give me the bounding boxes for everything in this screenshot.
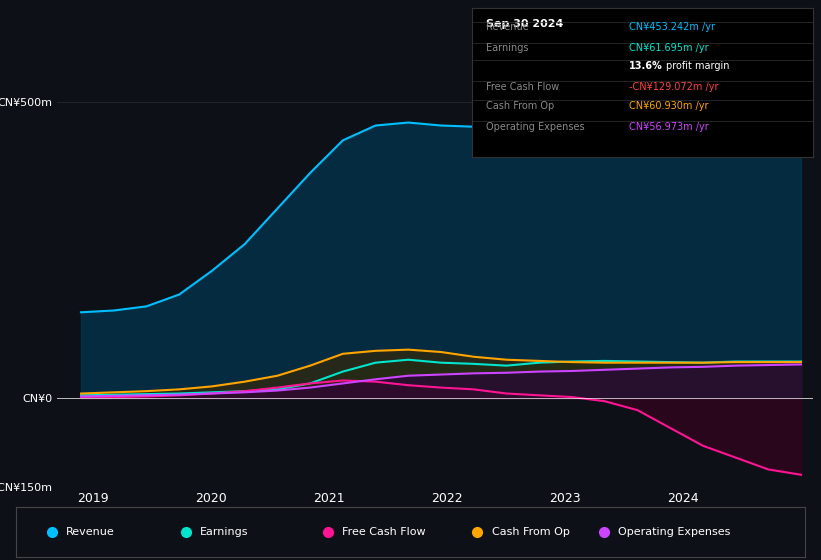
- Text: CN¥61.695m /yr: CN¥61.695m /yr: [629, 43, 709, 53]
- Text: Operating Expenses: Operating Expenses: [486, 122, 585, 132]
- Text: 13.6%: 13.6%: [629, 60, 663, 71]
- Text: Earnings: Earnings: [486, 43, 528, 53]
- Text: Free Cash Flow: Free Cash Flow: [486, 82, 559, 91]
- Text: Revenue: Revenue: [486, 22, 529, 32]
- Text: CN¥453.242m /yr: CN¥453.242m /yr: [629, 22, 715, 32]
- Text: CN¥60.930m /yr: CN¥60.930m /yr: [629, 101, 709, 111]
- Text: Operating Expenses: Operating Expenses: [617, 527, 730, 537]
- Text: Cash From Op: Cash From Op: [492, 527, 570, 537]
- Text: Revenue: Revenue: [66, 527, 115, 537]
- Text: Cash From Op: Cash From Op: [486, 101, 554, 111]
- Text: Earnings: Earnings: [200, 527, 249, 537]
- Text: CN¥56.973m /yr: CN¥56.973m /yr: [629, 122, 709, 132]
- Text: profit margin: profit margin: [667, 60, 730, 71]
- Text: Sep 30 2024: Sep 30 2024: [486, 19, 563, 29]
- Text: Free Cash Flow: Free Cash Flow: [342, 527, 425, 537]
- Text: -CN¥129.072m /yr: -CN¥129.072m /yr: [629, 82, 718, 91]
